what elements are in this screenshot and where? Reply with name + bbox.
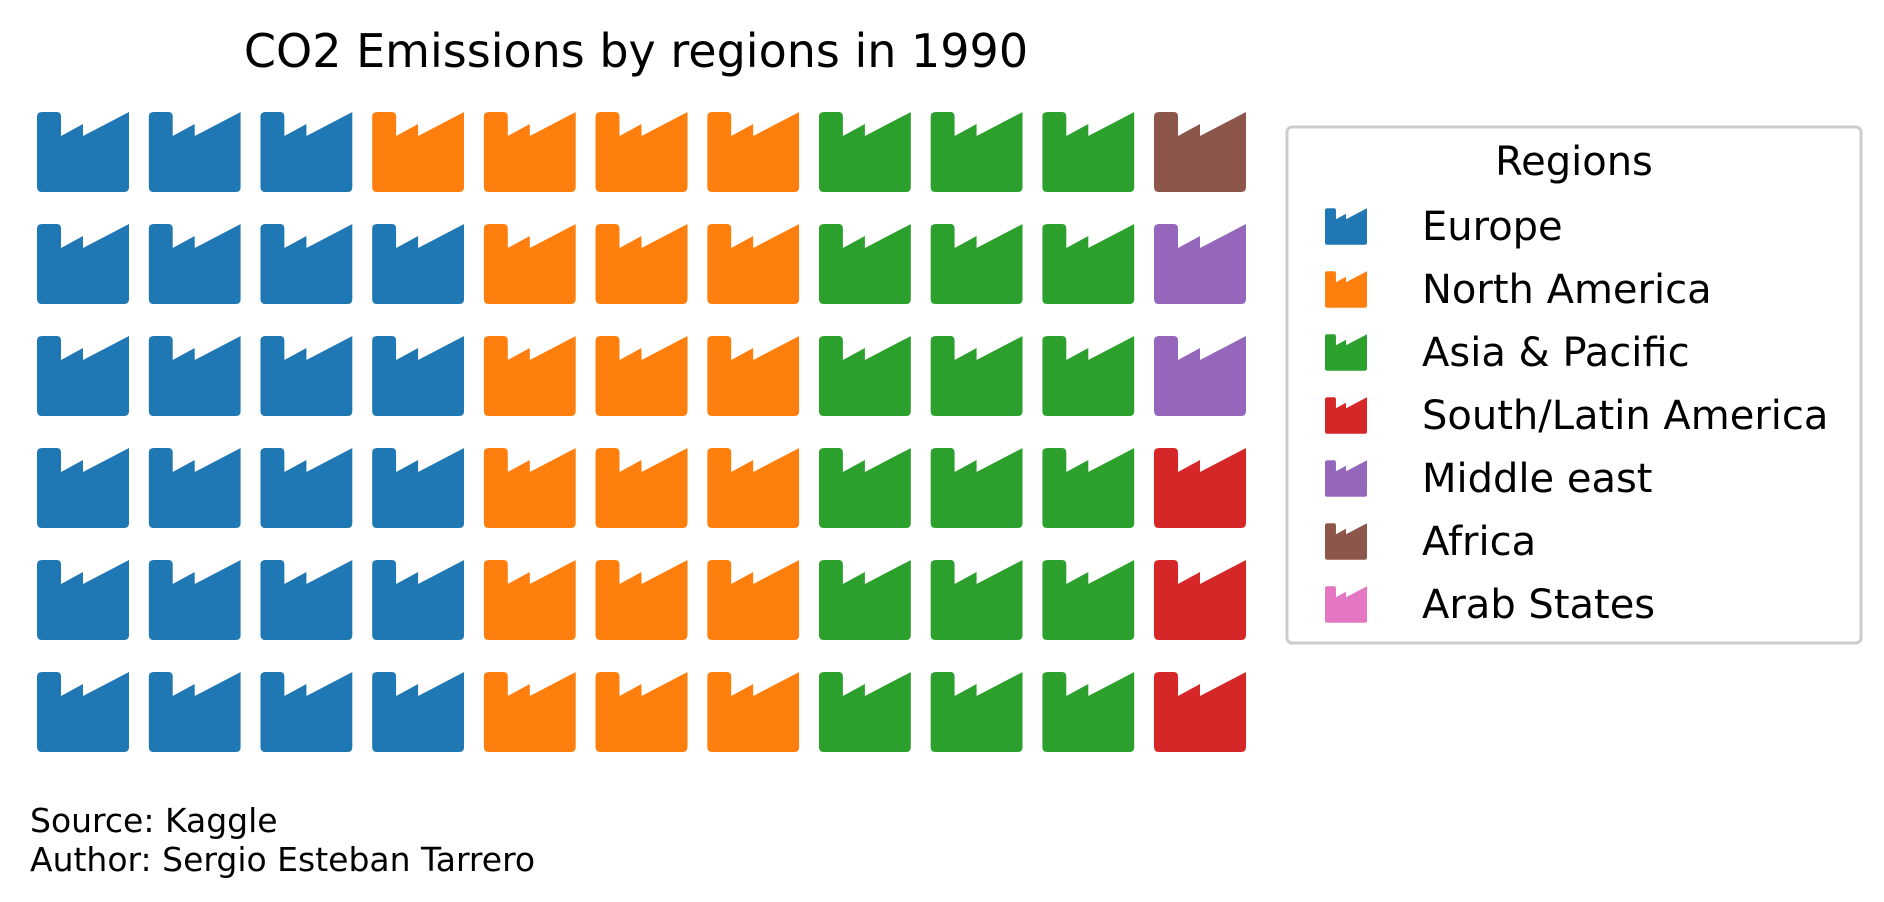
chart-title: CO2 Emissions by regions in 1990 xyxy=(244,24,1028,78)
factory-icon xyxy=(260,112,353,192)
factory-icon xyxy=(148,112,241,192)
factory-icon xyxy=(260,672,353,752)
legend-frame xyxy=(1285,125,1863,645)
legend-title: Regions xyxy=(1495,139,1653,185)
factory-icon xyxy=(483,336,576,416)
factory-icon xyxy=(1154,448,1246,528)
factory-icon xyxy=(260,560,353,640)
factory-icon xyxy=(148,448,241,528)
legend-item: Arab States xyxy=(1325,582,1655,628)
legend-factory-icon xyxy=(1325,523,1367,560)
legend-factory-icon xyxy=(1325,586,1367,623)
factory-icon xyxy=(595,224,688,304)
factory-icon xyxy=(707,112,800,192)
factory-icon xyxy=(707,336,800,416)
factory-icon xyxy=(930,448,1023,528)
legend-label: Africa xyxy=(1422,519,1536,565)
factory-icon xyxy=(37,112,129,192)
factory-icon xyxy=(930,560,1023,640)
factory-icon xyxy=(1042,224,1135,304)
factory-icon xyxy=(1042,672,1135,752)
factory-icon xyxy=(148,672,241,752)
factory-icon xyxy=(483,224,576,304)
legend: Regions Europe North America Asia & Pacifi… xyxy=(1285,125,1863,645)
factory-icon xyxy=(260,448,353,528)
factory-icon xyxy=(37,336,129,416)
factory-icon xyxy=(148,224,241,304)
factory-icon xyxy=(818,112,911,192)
factory-icon xyxy=(1042,112,1135,192)
factory-icon xyxy=(818,224,911,304)
factory-icon xyxy=(37,560,129,640)
factory-icon xyxy=(1042,336,1135,416)
factory-icon xyxy=(483,672,576,752)
legend-label: Asia & Pacific xyxy=(1422,330,1690,376)
factory-icon xyxy=(818,672,911,752)
legend-item: Middle east xyxy=(1325,456,1653,502)
factory-icon xyxy=(707,672,800,752)
factory-icon xyxy=(37,672,129,752)
factory-icon xyxy=(260,224,353,304)
factory-icon xyxy=(1042,560,1135,640)
factory-icon xyxy=(818,448,911,528)
factory-icon xyxy=(372,112,465,192)
factory-icon xyxy=(930,672,1023,752)
factory-icon xyxy=(372,336,465,416)
legend-label: South/Latin America xyxy=(1422,393,1828,439)
factory-icon xyxy=(483,448,576,528)
factory-icon xyxy=(707,224,800,304)
factory-icon xyxy=(930,224,1023,304)
factory-icon xyxy=(1154,224,1246,304)
factory-icon xyxy=(818,560,911,640)
factory-icon xyxy=(595,336,688,416)
factory-icon xyxy=(37,448,129,528)
factory-icon xyxy=(260,336,353,416)
factory-icon xyxy=(372,672,465,752)
factory-icon xyxy=(595,448,688,528)
legend-item: North America xyxy=(1325,267,1712,313)
factory-icon xyxy=(818,336,911,416)
legend-factory-icon xyxy=(1325,334,1367,371)
legend-factory-icon xyxy=(1325,271,1367,308)
factory-icon xyxy=(37,224,129,304)
factory-icon xyxy=(483,560,576,640)
factory-icon xyxy=(148,336,241,416)
legend-item: Africa xyxy=(1325,519,1536,565)
factory-icon xyxy=(483,112,576,192)
factory-icon xyxy=(1154,336,1246,416)
factory-icon xyxy=(372,224,465,304)
factory-icon xyxy=(930,112,1023,192)
factory-icon xyxy=(1154,672,1246,752)
legend-factory-icon xyxy=(1325,460,1367,497)
factory-icon xyxy=(930,336,1023,416)
factory-icon xyxy=(707,448,800,528)
factory-icon xyxy=(595,560,688,640)
factory-icon xyxy=(595,672,688,752)
factory-icon xyxy=(1042,448,1135,528)
factory-icon xyxy=(1154,112,1246,192)
factory-icon xyxy=(707,560,800,640)
legend-label: Middle east xyxy=(1422,456,1653,502)
author-caption: Author: Sergio Esteban Tarrero xyxy=(30,840,536,879)
factory-icon xyxy=(372,560,465,640)
source-caption: Source: Kaggle xyxy=(30,801,278,840)
legend-label: North America xyxy=(1422,267,1712,313)
legend-item: Europe xyxy=(1325,204,1563,250)
factory-icon xyxy=(148,560,241,640)
waffle-grid xyxy=(37,112,1246,752)
legend-label: Arab States xyxy=(1422,582,1655,628)
legend-label: Europe xyxy=(1422,204,1563,250)
legend-factory-icon xyxy=(1325,397,1367,434)
factory-icon xyxy=(372,448,465,528)
factory-icon xyxy=(1154,560,1246,640)
legend-item: South/Latin America xyxy=(1325,393,1828,439)
legend-factory-icon xyxy=(1325,208,1367,245)
legend-item: Asia & Pacific xyxy=(1325,330,1690,376)
factory-icon xyxy=(595,112,688,192)
